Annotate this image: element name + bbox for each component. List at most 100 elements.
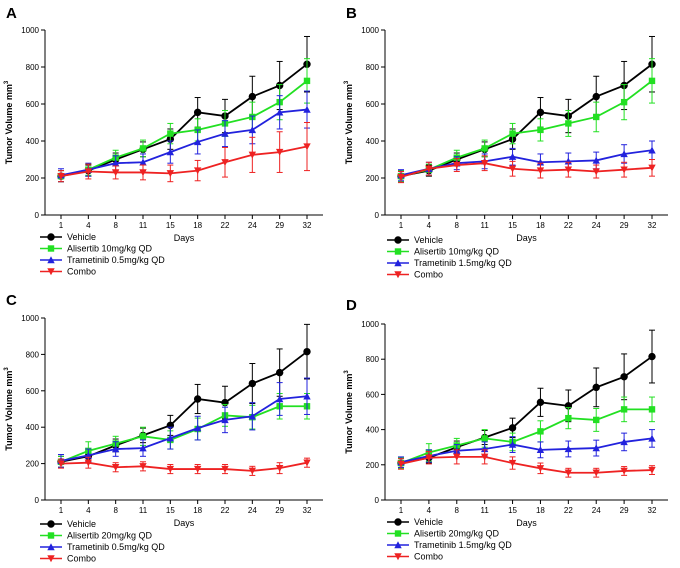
data-point [536, 158, 545, 166]
data-point [564, 469, 573, 477]
data-point [648, 77, 656, 85]
y-axis-title-superscript: 3 [344, 80, 350, 84]
series-4 [57, 122, 311, 183]
data-point [592, 469, 600, 477]
series-line [60, 350, 308, 463]
y-tick-label: 600 [366, 390, 380, 399]
x-tick-label: 29 [620, 221, 629, 230]
series-2 [57, 58, 311, 183]
y-tick-label: 400 [366, 137, 380, 146]
data-point [593, 113, 600, 121]
data-point [303, 392, 311, 400]
data-point [564, 166, 573, 174]
y-axis-title: Tumor Volume mm3 [4, 80, 14, 164]
y-tick-label: 600 [26, 100, 40, 109]
x-tick-label: 1 [399, 221, 404, 230]
x-tick-label: 18 [193, 506, 202, 515]
legend-label: Combo [414, 552, 443, 562]
data-point [537, 126, 544, 134]
data-point [648, 352, 656, 361]
x-tick-label: 32 [303, 506, 312, 515]
x-tick-label: 11 [139, 221, 148, 230]
legend-marker [394, 518, 402, 526]
series-line [60, 63, 308, 178]
y-tick-label: 400 [26, 423, 40, 432]
data-point [397, 173, 405, 181]
data-point [508, 424, 517, 432]
x-tick-label: 18 [536, 221, 545, 230]
data-point [648, 466, 656, 474]
legend-item: Alisertib 20mg/kg QD [387, 529, 500, 539]
data-point [620, 373, 628, 381]
data-point [620, 438, 628, 446]
legend-marker [394, 530, 402, 537]
legend-item: Combo [387, 270, 443, 280]
data-point [592, 444, 600, 452]
legend-label: Combo [414, 270, 443, 280]
data-point [221, 129, 229, 137]
y-axis-title-superscript: 3 [4, 80, 10, 84]
legend-item: Combo [387, 552, 443, 562]
x-tick-label: 1 [59, 506, 64, 515]
legend-marker [47, 233, 55, 241]
y-tick-label: 1000 [21, 314, 39, 323]
data-point [139, 463, 147, 471]
series-line [400, 162, 653, 178]
series-2 [397, 58, 656, 183]
data-point [57, 460, 65, 468]
y-tick-label: 600 [366, 100, 380, 109]
series-3 [397, 429, 656, 468]
data-point [592, 168, 600, 176]
x-tick-label: 15 [166, 221, 175, 230]
data-point [167, 130, 174, 137]
legend-item: Vehicle [40, 232, 96, 242]
data-point [592, 156, 600, 164]
data-point [536, 465, 545, 473]
y-tick-label: 200 [366, 461, 380, 470]
y-tick-label: 200 [26, 460, 40, 469]
x-tick-label: 15 [508, 221, 517, 230]
data-point [397, 460, 405, 468]
data-point [453, 161, 461, 169]
panel-letter: C [6, 292, 17, 309]
legend-label: Vehicle [67, 519, 96, 529]
x-tick-label: 11 [139, 506, 148, 515]
legend-item: Trametinib 0.5mg/kg QD [40, 542, 165, 552]
legend-label: Alisertib 10mg/kg QD [67, 244, 153, 254]
data-point [248, 92, 257, 101]
data-point [193, 424, 202, 432]
data-point [592, 92, 600, 101]
legend-marker [47, 543, 55, 551]
x-tick-label: 29 [620, 506, 629, 515]
y-tick-label: 0 [375, 211, 380, 220]
x-tick-label: 29 [275, 506, 284, 515]
x-tick-label: 4 [86, 506, 91, 515]
data-point [648, 434, 656, 442]
data-point [480, 160, 489, 167]
data-point [57, 172, 65, 180]
legend-item: Combo [40, 267, 96, 277]
data-point [193, 138, 202, 146]
legend-marker [394, 541, 402, 549]
data-point [193, 167, 202, 175]
x-tick-label: 15 [508, 506, 517, 515]
data-point [139, 444, 147, 452]
legend-marker [47, 256, 55, 264]
data-point [481, 145, 488, 152]
series-1 [57, 323, 311, 468]
legend-marker [47, 268, 55, 276]
legend-item: Trametinib 1.5mg/kg QD [387, 540, 512, 550]
legend-label: Combo [67, 267, 96, 277]
legend-item: Alisertib 20mg/kg QD [40, 531, 153, 541]
data-point [139, 169, 147, 177]
x-tick-label: 32 [648, 506, 657, 515]
legend-label: Trametinib 1.5mg/kg QD [414, 540, 512, 550]
data-point [275, 368, 284, 377]
data-point [509, 130, 516, 137]
y-tick-label: 800 [366, 355, 380, 364]
data-point [166, 465, 175, 473]
x-tick-label: 4 [427, 506, 432, 515]
legend-label: Vehicle [67, 232, 96, 242]
data-point [248, 467, 257, 475]
